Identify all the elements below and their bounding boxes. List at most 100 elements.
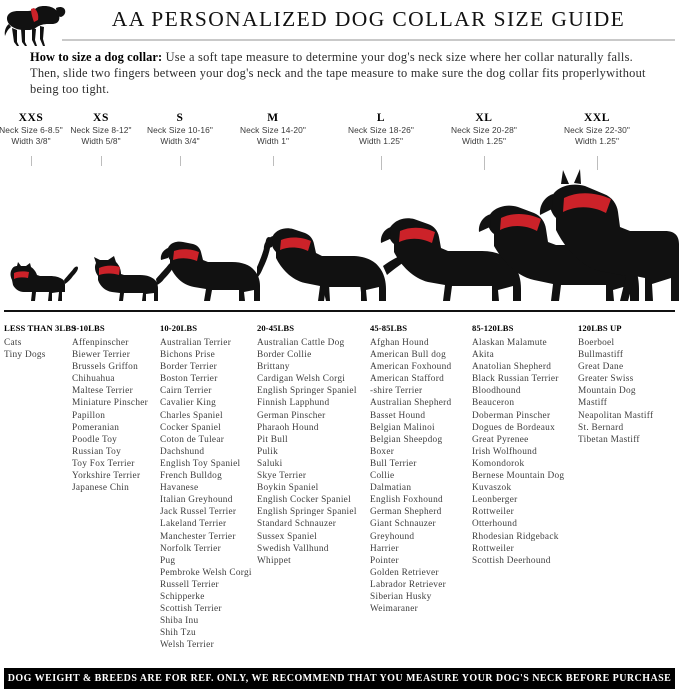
breed-list-item: Leonberger [472,495,518,506]
breed-list-item: Golden Retriever [370,567,439,578]
breed-list-item: Russian Toy [72,446,122,457]
breed-list-item: Rottweiler [472,507,515,518]
breed-list-item: Brussels Griffon [72,362,139,373]
size-neck-range: Neck Size 8-12" [70,125,132,135]
instructions-lead: How to size a dog collar: [30,50,163,64]
breed-list-item: Norfolk Terrier [160,543,221,554]
size-column-l: L Neck Size 18-26" Width 1.25" [326,112,436,147]
breed-weight-header: 45-85LBS [370,323,408,333]
breed-list-item: Border Terrier [160,362,218,373]
breed-weight-header: 10-20LBS [160,323,198,333]
breed-list-item: St. Bernard [578,422,624,433]
dog-size-chart-graphic [10,169,679,301]
size-collar-width: Width 1" [256,136,290,146]
breed-list-item: Schipperke [160,591,205,602]
breed-list-item: Bloodhound [472,386,521,397]
breed-list-item: Pomeranian [72,422,120,433]
breed-list-item: Australian Cattle Dog [257,338,345,348]
breed-list-item: Pulik [257,446,279,457]
silhouette-xxl-dog [539,169,679,301]
breed-list-item: Finnish Lapphund [257,398,330,409]
breed-list-item: Bull Terrier [370,458,417,469]
breed-list-item: Chihuahua [72,374,115,385]
breed-list-item: Bernese Mountain Dog [472,471,565,482]
size-label: XXS [18,112,44,124]
breed-list-item: Papillon [72,410,106,421]
breed-list-item: Great Dane [578,362,624,373]
breed-weight-header: 3-10LBS [72,323,105,333]
size-label: XL [475,112,493,124]
breed-list-item: Charles Spaniel [160,410,223,421]
breed-list-item: Doberman Pinscher [472,410,551,421]
size-column-xxs: XXS Neck Size 6-8.5" Width 3/8" [0,112,86,147]
breed-list-item: Dogues de Bordeaux [472,422,556,433]
breed-list-item: Basset Hound [370,410,426,421]
breed-column-2: 3-10LBS Affenpinscher Biewer Terrier Brusse… [72,322,148,494]
breed-list-item: Dalmatian [370,483,412,494]
breed-weight-header: LESS THAN 3LBS [4,323,76,333]
breed-list-item: Standard Schnauzer [257,519,337,530]
breed-list-item: Labrador Retriever [370,579,447,590]
breed-list-item: Miniature Pinscher [72,398,149,409]
size-tick-mark [273,156,274,166]
breed-weight-header: 120LBS UP [578,323,622,333]
breed-list-item: Kuvaszok [472,483,512,494]
breed-list-item: English Springer Spaniel [257,507,357,518]
breed-list-item: Boerboel [578,338,615,348]
breed-list-item: German Shepherd [370,507,442,518]
size-column-m: M Neck Size 14-20" Width 1" [218,112,328,147]
breed-column-5: 45-85LBS Afghan Hound American Bull dog Ame… [370,322,451,615]
silhouette-s-dog [160,237,271,301]
breed-list-item: Rhodesian Ridgeback [472,531,559,542]
breed-list-item: Sussex Spaniel [257,531,317,542]
size-tick-mark [101,156,102,166]
breed-weight-header: 20-45LBS [257,323,295,333]
breed-list-item: Rottweiler [472,543,515,554]
size-label: XXL [583,112,611,124]
size-neck-range: Neck Size 20-28" [450,125,518,135]
breed-column-4: 20-45LBS Australian Cattle Dog Border Coll… [257,322,357,567]
size-column-xs: XS Neck Size 8-12" Width 5/8" [46,112,156,147]
breed-list-item: Belgian Sheepdog [370,434,443,445]
breed-list-item: Anatolian Shepherd [472,362,552,373]
breed-list-item: Swedish Vallhund [257,543,329,554]
size-label: XS [93,112,109,124]
breed-list-item: Pit Bull [257,434,288,445]
breed-list-item: Afghan Hound [370,338,429,348]
breed-list-item: Irish Wolfhound [472,446,537,457]
size-column-xxl: XXL Neck Size 22-30" Width 1.25" [542,112,652,147]
breed-list-item: Havanese [160,483,199,494]
breed-list-item: Siberian Husky [370,591,432,602]
breed-list-item: Mountain Dog [578,386,636,397]
instructions-body: Use a soft tape measure to determine you… [30,50,646,97]
breed-list-item: Cairn Terrier [160,386,212,397]
breed-list-item: Lakeland Terrier [160,519,227,530]
breed-list-item: Pug [160,555,176,566]
breed-list-item: American Bull dog [370,350,447,361]
breed-column-7: 120LBS UP Boerboel Bullmastiff Great Dane Gr… [578,322,653,446]
breed-list-item: Bichons Prise [160,350,216,361]
breed-list-item: Beauceron [472,398,515,409]
size-neck-range: Neck Size 10-16" [146,125,214,135]
breed-list-item: Collie [370,471,395,482]
title-divider [62,39,675,41]
breed-list-item: Brittany [257,362,290,373]
page-title: AA PERSONALIZED DOG COLLAR SIZE GUIDE [111,7,626,31]
breed-list-item: Skye Terrier [257,471,307,482]
breed-list-item: English Foxhound [370,495,443,506]
size-tick-mark [381,156,382,170]
breed-list-item: Scottish Deerhound [472,555,551,566]
breed-list-item: Akita [472,350,495,361]
breed-list-item: Tibetan Mastiff [578,434,640,445]
breed-list-item: Whippet [257,555,291,566]
size-collar-width: Width 5/8" [81,136,121,146]
breed-list-item: Russell Terrier [160,579,219,590]
silhouette-xxs-cat [10,262,78,301]
size-column-s: S Neck Size 10-16" Width 3/4" [125,112,235,147]
breed-list-item: Australian Terrier [160,338,232,348]
breed-list-item: Weimaraner [370,604,418,615]
breed-list-item: Great Pyrenee [472,434,529,445]
breed-list-item: -shire Terrier [370,386,423,397]
breed-list-item: German Pinscher [257,410,326,421]
